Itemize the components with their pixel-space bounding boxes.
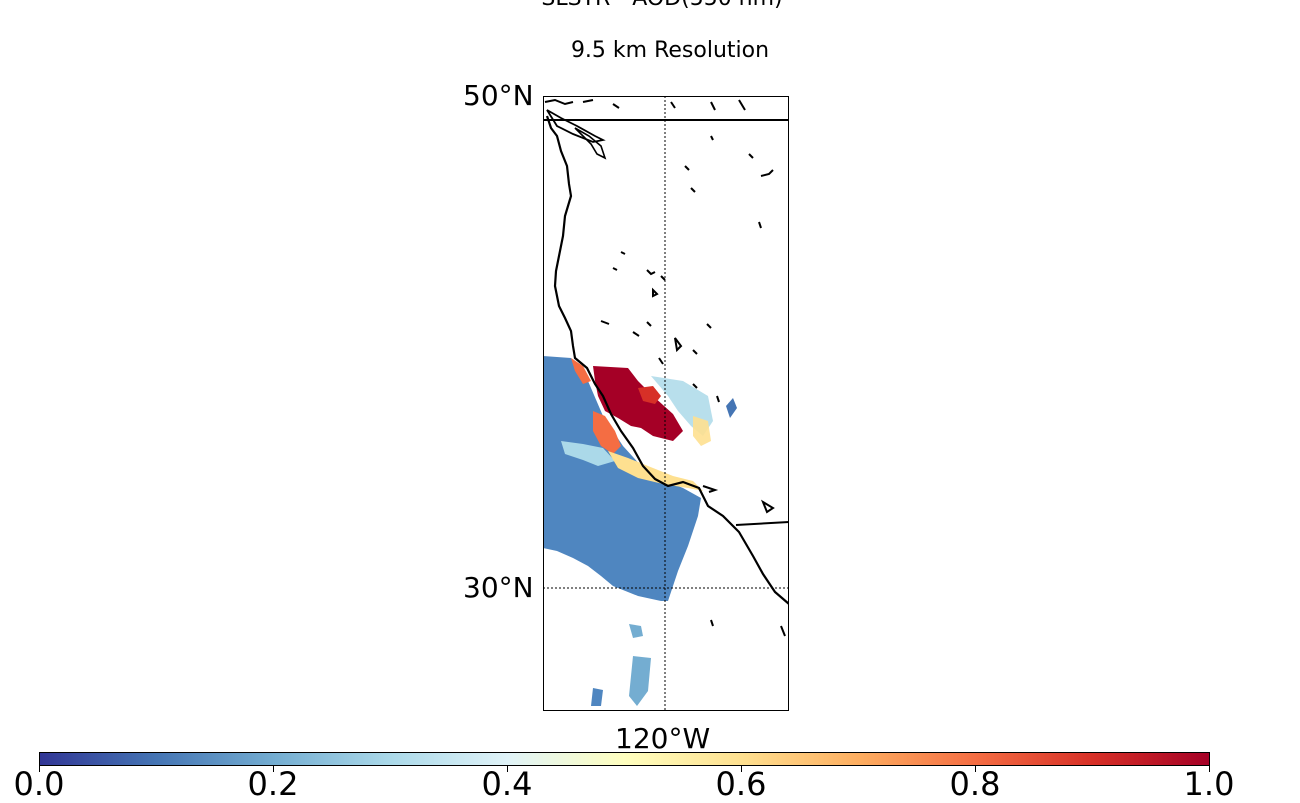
aod-high-patch (638, 386, 661, 404)
colorbar-label: 0.0 (13, 765, 65, 803)
colorbar-tick (507, 766, 508, 772)
aod-south-patch-1 (629, 624, 643, 638)
latitude-label-50n: 50°N (463, 79, 534, 112)
aod-swath (543, 356, 737, 706)
colorbar-label: 0.2 (247, 765, 299, 803)
aod-plume-yellow (608, 451, 703, 491)
chart-title: SLSTR - AOD(550 nm) (12, 0, 1300, 10)
aod-plume-orange (593, 411, 621, 454)
aod-map (543, 96, 789, 711)
resolution-subtitle: 9.5 km Resolution (570, 38, 770, 63)
longitude-label-120w: 120°W (615, 722, 711, 755)
colorbar (39, 752, 1210, 766)
colorbar-label: 0.8 (949, 765, 1001, 803)
aod-south-patch-2 (629, 656, 651, 706)
latitude-label-30n: 30°N (463, 571, 534, 604)
us-mexico-border (735, 521, 789, 526)
coast-islands-north (544, 98, 746, 111)
colorbar-tick (1209, 766, 1210, 772)
aod-mid-band (561, 441, 615, 466)
aod-coastal-orange (571, 358, 591, 384)
lakes (600, 135, 786, 637)
coastline (545, 115, 789, 605)
puget-sound (574, 127, 607, 160)
aod-yellow-spots (693, 416, 711, 446)
colorbar-tick (741, 766, 742, 772)
colorbar-label: 0.6 (715, 765, 767, 803)
vancouver-island (546, 109, 606, 143)
colorbar-label: 1.0 (1183, 765, 1235, 803)
colorbar-tick (39, 766, 40, 772)
aod-high-plume (593, 366, 683, 441)
aod-low-region (543, 356, 701, 601)
aod-south-patch-3 (591, 688, 603, 706)
colorbar-tick (273, 766, 274, 772)
aod-blue-spot (726, 398, 737, 418)
colorbar-label: 0.4 (481, 765, 533, 803)
colorbar-tick (975, 766, 976, 772)
